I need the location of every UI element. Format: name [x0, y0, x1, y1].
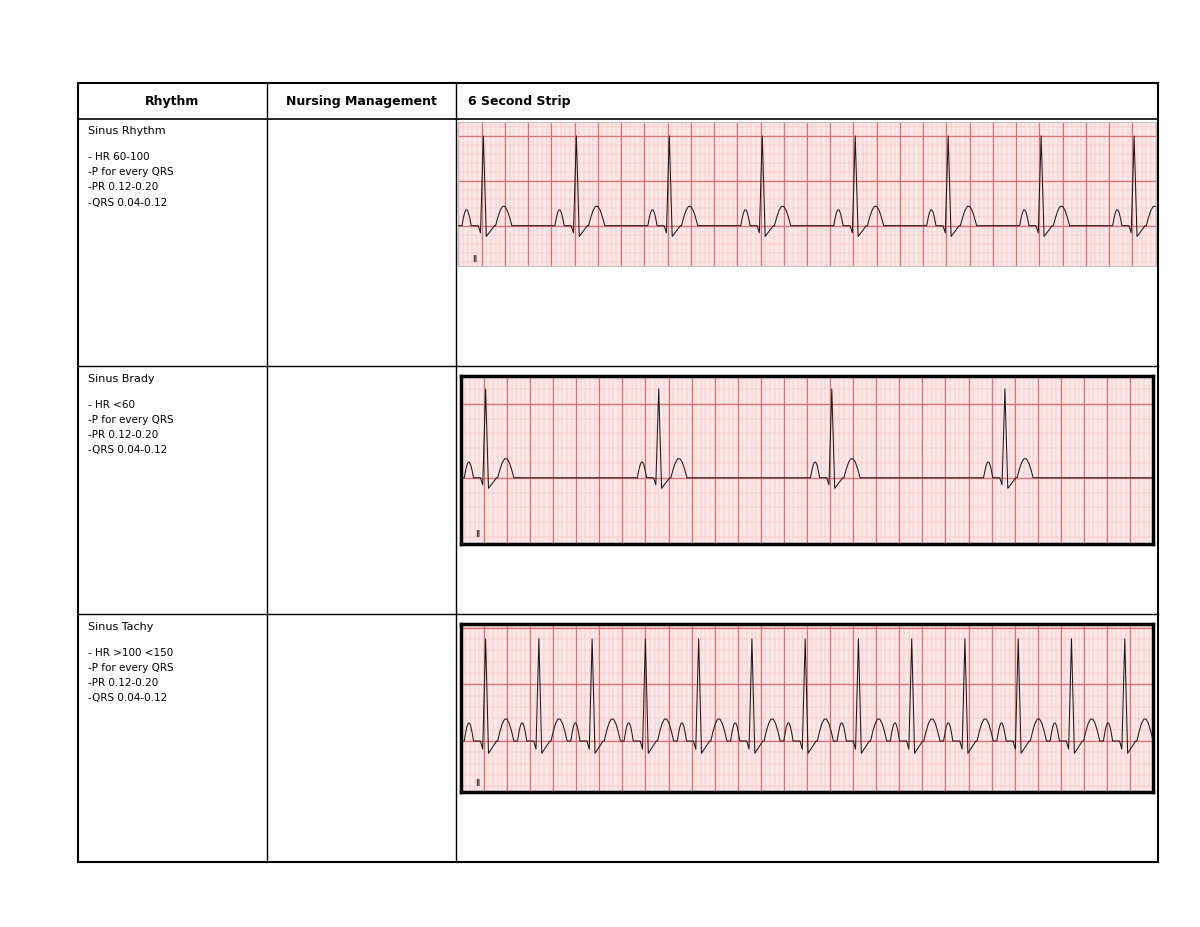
Text: Sinus Rhythm: Sinus Rhythm	[88, 126, 166, 136]
Text: Rhythm: Rhythm	[145, 95, 199, 108]
Text: II: II	[473, 255, 478, 263]
Text: II: II	[475, 780, 480, 788]
Text: II: II	[475, 530, 480, 539]
Text: Nursing Management: Nursing Management	[286, 95, 437, 108]
Text: 6 Second Strip: 6 Second Strip	[468, 95, 570, 108]
Text: - HR <60
-P for every QRS
-PR 0.12-0.20
-QRS 0.04-0.12: - HR <60 -P for every QRS -PR 0.12-0.20 …	[88, 400, 173, 455]
Text: - HR 60-100
-P for every QRS
-PR 0.12-0.20
-QRS 0.04-0.12: - HR 60-100 -P for every QRS -PR 0.12-0.…	[88, 152, 173, 208]
Text: Sinus Tachy: Sinus Tachy	[88, 622, 152, 631]
Text: Sinus Brady: Sinus Brady	[88, 374, 155, 384]
Text: - HR >100 <150
-P for every QRS
-PR 0.12-0.20
-QRS 0.04-0.12: - HR >100 <150 -P for every QRS -PR 0.12…	[88, 648, 173, 704]
